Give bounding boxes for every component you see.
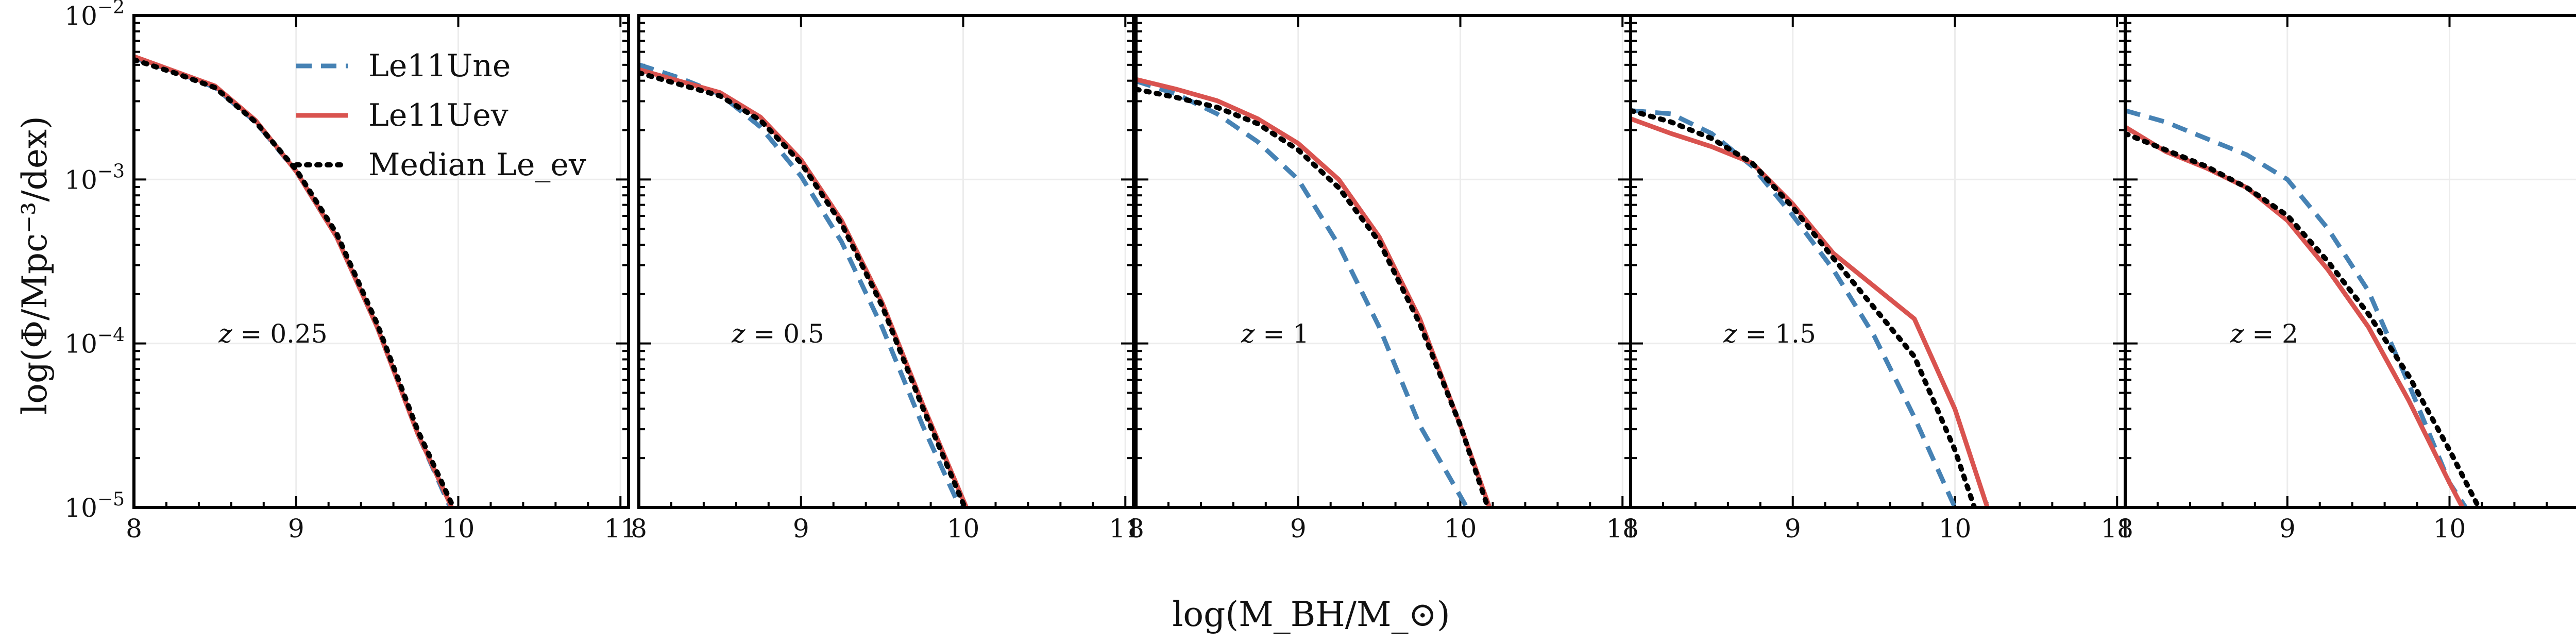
- y-tick-base: 10: [64, 329, 97, 359]
- series-line-median-le-ev: [2125, 131, 2482, 507]
- panel-series: [134, 54, 456, 507]
- y-axis-label: log(Φ/Mpc⁻³/dex): [15, 116, 55, 415]
- legend-label: Median Le_ev: [368, 147, 586, 183]
- redshift-label: z = 1.5: [1723, 319, 1816, 349]
- redshift-symbol: z: [1241, 319, 1255, 349]
- y-tick-label: 10−2: [64, 0, 125, 31]
- series-line-median-le-ev: [639, 70, 968, 507]
- y-tick-exponent: −3: [97, 161, 125, 182]
- panel-4: 8 9 10 11 z = 1.5: [1622, 14, 2133, 544]
- x-tick-label: 10: [2433, 514, 2466, 544]
- legend-label: Le11Une: [368, 48, 511, 84]
- panel-series: [1631, 108, 1990, 507]
- redshift-value: = 1.5: [1737, 319, 1816, 349]
- x-tick-label: 8: [631, 514, 647, 544]
- series-line-le11uev: [1136, 77, 1492, 507]
- redshift-label: z = 0.25: [218, 319, 327, 349]
- redshift-value: = 1: [1255, 319, 1309, 349]
- legend-label: Le11Uev: [368, 97, 509, 133]
- x-tick-label: 11: [604, 514, 637, 544]
- series-line-median-le-ev: [1136, 87, 1490, 507]
- y-tick-labels: 10−210−310−410−5: [64, 0, 125, 523]
- x-tick-label: 9: [288, 514, 304, 544]
- redshift-symbol: z: [218, 319, 232, 349]
- panel-frame: [2124, 14, 2576, 509]
- series-line-le11une: [1631, 108, 1957, 507]
- series-line-le11uev: [1631, 116, 1990, 507]
- redshift-value: = 0.25: [232, 319, 328, 349]
- x-tick-label: 8: [1622, 514, 1639, 544]
- redshift-value: = 0.5: [745, 319, 824, 349]
- redshift-label: z = 0.5: [731, 319, 824, 349]
- x-tick-label: 9: [793, 514, 809, 544]
- redshift-symbol: z: [731, 319, 745, 349]
- redshift-value: = 2: [2244, 319, 2298, 349]
- panel-frame: [637, 14, 1135, 509]
- x-tick-label: 11: [1109, 514, 1142, 544]
- x-tick-label: 8: [1128, 514, 1144, 544]
- redshift-symbol: z: [1723, 319, 1737, 349]
- panel-frame: [1629, 14, 2127, 509]
- x-axis-label: log(M_BH/M_⊙): [1172, 595, 1450, 634]
- y-tick-exponent: −5: [97, 489, 125, 510]
- redshift-symbol: z: [2230, 319, 2244, 349]
- x-tick-label: 9: [1290, 514, 1307, 544]
- x-tick-label: 8: [2117, 514, 2133, 544]
- y-tick-base: 10: [64, 165, 97, 195]
- panel-series: [639, 62, 969, 507]
- panel-2: 8 9 10 11 z = 0.5: [631, 14, 1142, 544]
- redshift-label: z = 2: [2230, 319, 2298, 349]
- x-tick-label: 10: [442, 514, 475, 544]
- y-tick-base: 10: [64, 493, 97, 523]
- chart-panels: 8 9 10 11 z = 0.25 8 9 10 11 z = 0.5 8 9 10 11 z = 1 8 9…: [126, 14, 2576, 544]
- panel-frame: [1134, 14, 1632, 509]
- panel-1: 8 9 10 11 z = 0.25: [126, 14, 637, 544]
- y-tick-exponent: −4: [97, 325, 125, 346]
- x-tick-label: 9: [1785, 514, 1801, 544]
- y-tick-exponent: −2: [97, 0, 125, 18]
- x-tick-label: 8: [126, 514, 142, 544]
- x-tick-label: 9: [2279, 514, 2296, 544]
- panel-frame: [132, 14, 630, 509]
- y-tick-label: 10−5: [64, 489, 125, 523]
- series-line-le11uev: [639, 67, 969, 507]
- x-tick-label: 11: [1606, 514, 1639, 544]
- y-tick-base: 10: [64, 1, 97, 31]
- x-tick-label: 10: [1444, 514, 1477, 544]
- panel-series: [2125, 108, 2482, 507]
- y-tick-label: 10−3: [64, 161, 125, 195]
- series-line-le11une: [2125, 108, 2468, 507]
- panel-series: [1136, 77, 1492, 507]
- panel-3: 8 9 10 11 z = 1: [1128, 14, 1639, 544]
- series-line-median-le-ev: [1631, 108, 1977, 507]
- series-line-median-le-ev: [134, 57, 456, 507]
- chart-legend: Le11Une Le11Uev Median Le_ev: [294, 48, 586, 183]
- redshift-label: z = 1: [1241, 319, 1309, 349]
- x-tick-label: 11: [2100, 514, 2133, 544]
- x-tick-label: 10: [947, 514, 980, 544]
- series-line-le11une: [639, 62, 962, 507]
- x-tick-label: 10: [1939, 514, 1972, 544]
- y-tick-label: 10−4: [64, 325, 125, 359]
